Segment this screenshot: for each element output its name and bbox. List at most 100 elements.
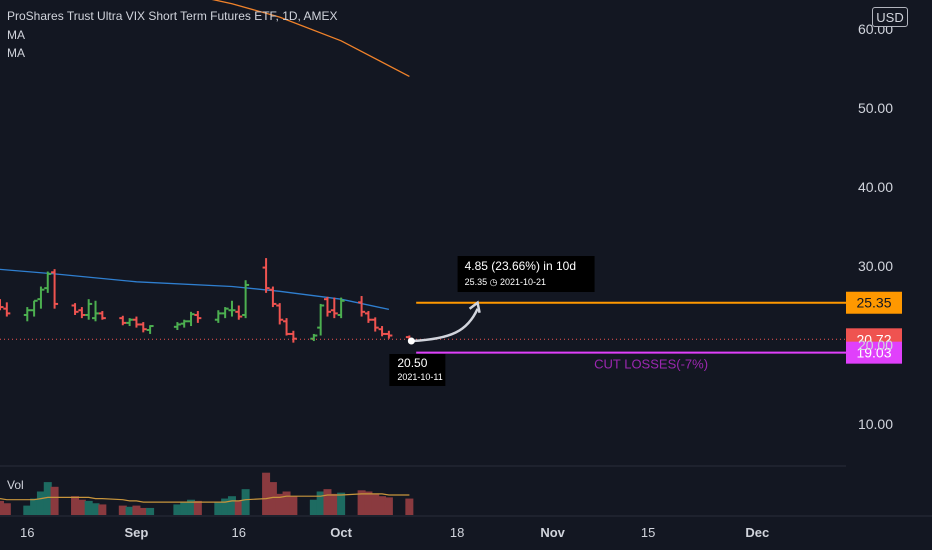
price-axis-label-bg — [846, 341, 902, 364]
ohlc-bar — [289, 330, 297, 343]
volume-bar — [98, 504, 107, 515]
ohlc-bar — [78, 307, 86, 319]
ohlc-bar — [269, 286, 277, 308]
volume-bar — [221, 498, 230, 515]
volume-bar — [180, 502, 189, 515]
volume-bar — [241, 489, 250, 515]
projection-arrowhead — [468, 300, 481, 313]
ohlc-bar — [51, 269, 59, 309]
volume-bar — [2, 503, 11, 515]
ohlc-bar — [0, 299, 4, 311]
x-tick-label: 18 — [450, 525, 464, 540]
ohlc-bar — [180, 319, 188, 328]
volume-bar — [309, 499, 318, 515]
ohlc-bar — [173, 322, 181, 330]
volume-bar — [227, 496, 236, 515]
price-bars — [0, 258, 413, 343]
ohlc-bar — [358, 296, 366, 317]
callout-bg — [389, 354, 446, 386]
ohlc-bar — [30, 299, 38, 317]
y-tick-label: 40.00 — [858, 179, 893, 195]
ohlc-bar — [214, 310, 222, 323]
volume-pane: Vol — [0, 472, 414, 515]
volume-bar — [118, 505, 127, 515]
indicator-ma-2[interactable]: MA — [7, 46, 25, 60]
volume-bar — [234, 500, 243, 515]
volume-bar — [132, 505, 141, 515]
y-tick-label: 20.00 — [858, 337, 893, 353]
volume-bar — [289, 496, 298, 515]
volume-bar — [357, 490, 366, 515]
projection-arrow — [411, 308, 479, 343]
volume-bar — [146, 507, 155, 515]
volume-bar — [0, 500, 4, 515]
moving-average-slow — [211, 0, 410, 77]
projection-start-dot — [407, 337, 415, 345]
ohlc-bar — [126, 318, 134, 327]
currency-button[interactable]: USD — [872, 7, 908, 27]
price-axis-label: 19.03 — [846, 341, 902, 364]
ohlc-bar — [323, 296, 331, 317]
y-tick-label: 10.00 — [858, 416, 893, 432]
volume-bar — [173, 504, 182, 515]
callout-sub-text: 2021-10-11 — [397, 372, 442, 382]
volume-bar — [384, 497, 393, 515]
ohlc-bar — [235, 305, 243, 320]
ohlc-bar — [385, 330, 393, 339]
projection-callout: 4.85 (23.66%) in 10d 25.35 ◷ 2021-10-21 — [457, 256, 595, 292]
x-tick-label: 15 — [641, 525, 655, 540]
volume-bar — [378, 496, 387, 515]
ohlc-bar — [139, 322, 147, 333]
ohlc-bar — [310, 333, 318, 342]
volume-bar — [364, 491, 373, 515]
volume-bar — [268, 482, 277, 515]
volume-bar — [275, 493, 284, 515]
x-tick-label: 16 — [20, 525, 34, 540]
price-axis-label-text: 19.03 — [856, 345, 891, 361]
ohlc-bar — [221, 307, 229, 319]
volume-bar — [77, 499, 86, 515]
volume-title: Vol — [7, 478, 24, 492]
volume-bar — [125, 506, 134, 515]
volume-bar — [84, 500, 93, 515]
volume-bar — [43, 482, 52, 515]
moving-average-fast — [0, 268, 390, 311]
volume-bar — [36, 491, 45, 515]
cut-losses-label: CUT LOSSES(-7%) — [594, 357, 708, 372]
volume-bar — [214, 502, 223, 515]
ohlc-bar — [132, 316, 140, 328]
x-tick-label: 16 — [232, 525, 246, 540]
ohlc-bar — [187, 311, 195, 327]
x-tick-label: Nov — [540, 525, 565, 540]
ohlc-bar — [317, 303, 325, 336]
price-axis-label-bg — [846, 291, 902, 314]
x-tick-label: Sep — [125, 525, 149, 540]
ohlc-bar — [3, 302, 11, 317]
ohlc-bar — [119, 315, 127, 326]
ohlc-bar — [242, 280, 250, 319]
volume-ma-line — [0, 493, 410, 503]
volume-bar — [262, 472, 271, 515]
callout-sub-text: 25.35 ◷ 2021-10-21 — [465, 277, 546, 287]
volume-bar — [139, 507, 148, 515]
price-axis-label-text: 25.35 — [856, 295, 891, 311]
x-tick-label: Dec — [745, 525, 769, 540]
ohlc-bar — [371, 317, 379, 332]
y-tick-label: 30.00 — [858, 258, 893, 274]
volume-bar — [330, 493, 339, 515]
volume-bar — [50, 486, 59, 515]
volume-bar — [187, 499, 196, 515]
indicator-ma-1[interactable]: MA — [7, 28, 25, 42]
start-price-callout: 20.50 2021-10-11 — [389, 354, 446, 386]
callout-main-text: 4.85 (23.66%) in 10d — [465, 259, 576, 273]
x-tick-label: Oct — [330, 525, 352, 540]
ohlc-bar — [228, 300, 236, 317]
ohlc-bar — [378, 326, 386, 337]
ohlc-bar — [337, 297, 345, 319]
ohlc-bar — [146, 325, 154, 334]
chart-title: ProShares Trust Ultra VIX Short Term Fut… — [7, 9, 338, 23]
volume-bar — [371, 493, 380, 515]
